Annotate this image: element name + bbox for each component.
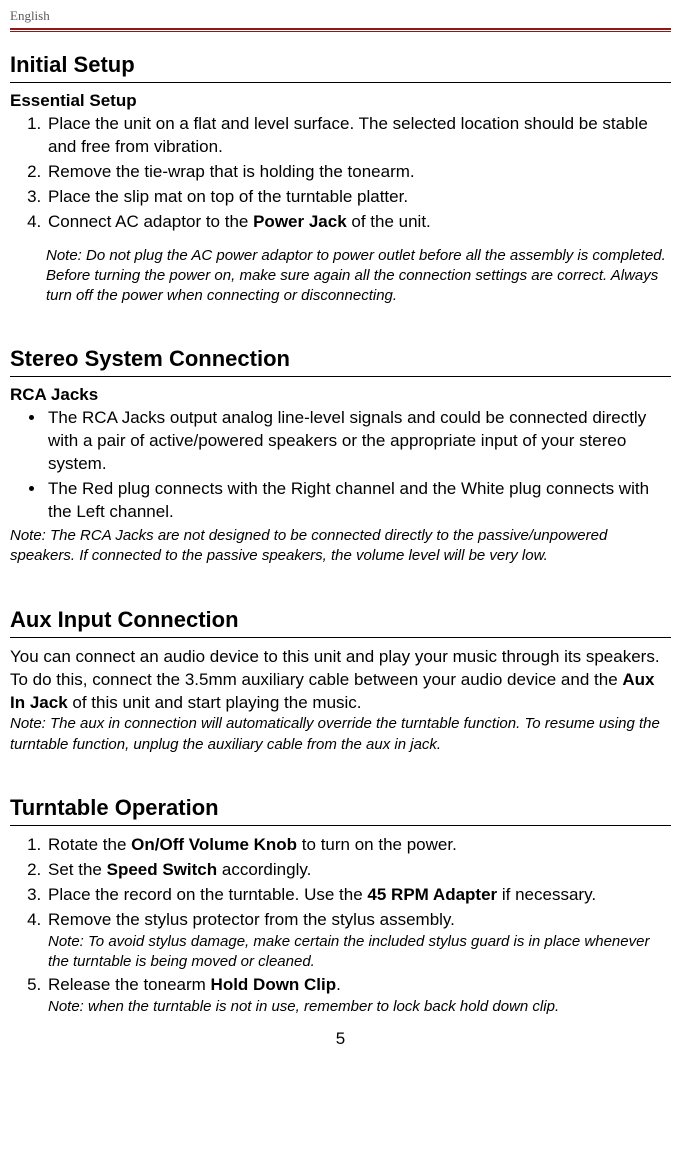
list-item: Release the tonearm Hold Down Clip. Note… — [46, 974, 671, 1017]
list-item: Set the Speed Switch accordingly. — [46, 859, 671, 882]
text-span: Release the tonearm — [48, 975, 211, 994]
list-item: The Red plug connects with the Right cha… — [46, 478, 671, 524]
text-span: of this unit and start playing the music… — [68, 693, 362, 712]
turntable-steps-list: Rotate the On/Off Volume Knob to turn on… — [10, 834, 671, 1017]
text-span: Remove the stylus protector from the sty… — [48, 910, 455, 929]
subheading-essential: Essential Setup — [10, 91, 671, 111]
step4-note: Note: To avoid stylus damage, make certa… — [48, 932, 671, 973]
text-span: You can connect an audio device to this … — [10, 647, 660, 689]
header-rule — [10, 28, 671, 32]
section-title-stereo: Stereo System Connection — [10, 346, 671, 377]
list-item: Remove the stylus protector from the sty… — [46, 909, 671, 972]
aux-paragraph: You can connect an audio device to this … — [10, 646, 671, 715]
bold-hold-down-clip: Hold Down Clip — [211, 975, 337, 994]
list-item: The RCA Jacks output analog line-level s… — [46, 407, 671, 476]
bold-power-jack: Power Jack — [253, 212, 347, 231]
list-item: Place the slip mat on top of the turntab… — [46, 186, 671, 209]
list-item: Place the unit on a flat and level surfa… — [46, 113, 671, 159]
text-span: accordingly. — [217, 860, 311, 879]
document-content: Initial Setup Essential Setup Place the … — [10, 52, 671, 1049]
initial-steps-list: Place the unit on a flat and level surfa… — [10, 113, 671, 234]
text-span: . — [336, 975, 341, 994]
section-title-aux: Aux Input Connection — [10, 607, 671, 638]
stereo-bullet-list: The RCA Jacks output analog line-level s… — [10, 407, 671, 524]
stereo-note: Note: The RCA Jacks are not designed to … — [10, 526, 671, 567]
language-label: English — [10, 8, 671, 28]
list-item: Remove the tie-wrap that is holding the … — [46, 161, 671, 184]
bold-speed-switch: Speed Switch — [107, 860, 218, 879]
list-item: Connect AC adaptor to the Power Jack of … — [46, 211, 671, 234]
text-span: Connect AC adaptor to the — [48, 212, 253, 231]
text-span: of the unit. — [347, 212, 431, 231]
subheading-rca: RCA Jacks — [10, 385, 671, 405]
aux-note: Note: The aux in connection will automat… — [10, 714, 671, 755]
page-number: 5 — [10, 1029, 671, 1049]
section-title-initial: Initial Setup — [10, 52, 671, 83]
initial-note: Note: Do not plug the AC power adaptor t… — [10, 246, 671, 307]
section-title-turntable: Turntable Operation — [10, 795, 671, 826]
text-span: Rotate the — [48, 835, 131, 854]
text-span: if necessary. — [497, 885, 596, 904]
text-span: to turn on the power. — [297, 835, 457, 854]
text-span: Place the record on the turntable. Use t… — [48, 885, 367, 904]
step5-note: Note: when the turntable is not in use, … — [48, 997, 671, 1017]
text-span: Set the — [48, 860, 107, 879]
bold-45-adapter: 45 RPM Adapter — [367, 885, 497, 904]
list-item: Rotate the On/Off Volume Knob to turn on… — [46, 834, 671, 857]
bold-volume-knob: On/Off Volume Knob — [131, 835, 297, 854]
list-item: Place the record on the turntable. Use t… — [46, 884, 671, 907]
